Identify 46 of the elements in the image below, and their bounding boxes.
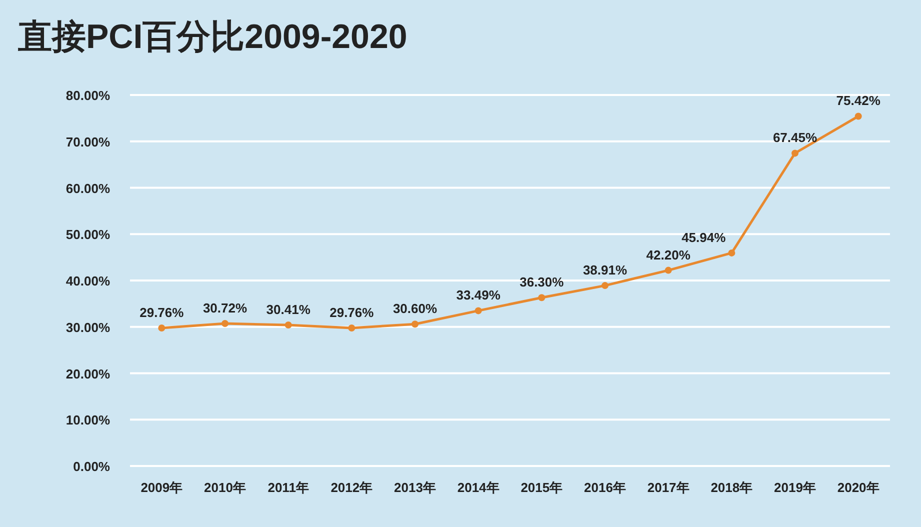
data-label: 29.76% xyxy=(330,304,374,320)
y-tick-label: 30.00% xyxy=(66,320,110,335)
x-tick-label: 2016年 xyxy=(584,480,626,495)
y-tick-label: 60.00% xyxy=(66,180,110,196)
point xyxy=(538,294,546,302)
x-tick-label: 2013年 xyxy=(394,480,436,495)
x-tick-label: 2014年 xyxy=(457,480,500,495)
point xyxy=(664,266,672,274)
data-label: 42.20% xyxy=(646,247,691,262)
data-label: 75.42% xyxy=(836,93,881,108)
y-tick-label: 10.00% xyxy=(66,412,110,428)
data-label: 30.60% xyxy=(392,301,438,316)
x-tick-label: 2018年 xyxy=(710,480,753,495)
y-tick-label: 80.00% xyxy=(66,88,110,103)
x-tick-label: 2009年 xyxy=(140,480,183,495)
data-label: 33.49% xyxy=(456,288,501,303)
x-tick-label: 2019年 xyxy=(774,480,816,495)
data-label: 30.41% xyxy=(266,302,311,317)
x-tick-label: 2020年 xyxy=(837,480,880,495)
y-tick-label: 0.00% xyxy=(73,459,110,474)
y-tick-label: 70.00% xyxy=(66,134,110,150)
point xyxy=(728,249,736,256)
data-label: 67.45% xyxy=(772,130,818,146)
point xyxy=(602,282,608,290)
x-tick-label: 2011年 xyxy=(268,480,309,495)
data-label: 29.76% xyxy=(140,304,184,320)
x-tick-label: 2017年 xyxy=(647,480,690,495)
x-tick-label: 2010年 xyxy=(204,480,246,495)
data-label: 38.91% xyxy=(582,262,628,278)
point xyxy=(348,324,356,332)
point xyxy=(792,150,798,157)
point xyxy=(854,112,862,120)
data-label: 45.94% xyxy=(682,230,726,245)
data-label: 30.72% xyxy=(202,300,248,316)
x-tick-label: 2015年 xyxy=(520,480,563,495)
point xyxy=(222,320,228,328)
point xyxy=(284,321,292,328)
point xyxy=(474,307,482,314)
y-tick-label: 20.00% xyxy=(66,366,110,382)
point xyxy=(158,324,166,332)
data-label: 36.30% xyxy=(520,274,564,290)
y-tick-label: 40.00% xyxy=(66,274,110,288)
x-tick-label: 2012年 xyxy=(330,480,373,495)
y-tick-label: 50.00% xyxy=(66,227,110,242)
chart-title: 直接PCI百分比2009-2020 xyxy=(17,18,408,56)
point xyxy=(412,320,418,328)
